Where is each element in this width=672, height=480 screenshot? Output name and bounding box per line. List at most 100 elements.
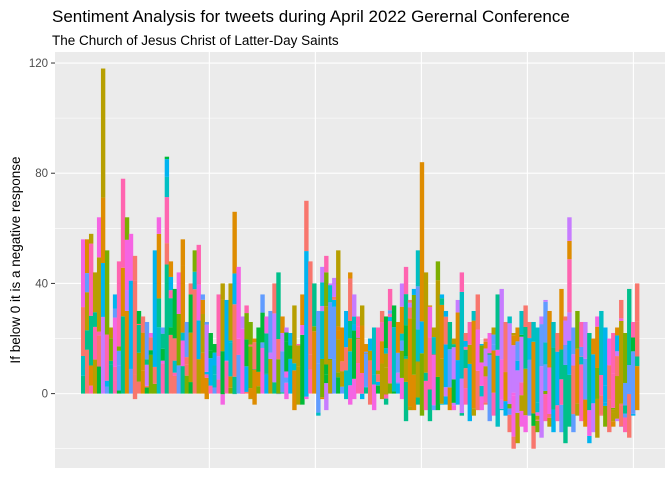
- bar-segment: [116, 350, 122, 366]
- bar-segment: [132, 255, 138, 281]
- bar-segment: [567, 240, 572, 260]
- bar: [575, 310, 580, 416]
- bar-segment: [419, 353, 425, 416]
- bar-segment: [336, 250, 341, 327]
- bar-segment: [579, 360, 584, 365]
- bar-segment: [547, 413, 552, 418]
- bar-segment: [379, 322, 385, 342]
- bar-segment: [483, 341, 488, 349]
- bar: [395, 321, 401, 394]
- bar: [471, 310, 476, 416]
- bar: [252, 338, 257, 405]
- bar-segment: [459, 272, 465, 292]
- bar-segment: [403, 266, 409, 295]
- bar-segment: [591, 403, 596, 433]
- bar-segment: [112, 294, 118, 309]
- bar-segment: [336, 326, 341, 331]
- bar-segment: [555, 351, 560, 406]
- bar-segment: [184, 357, 190, 365]
- bar-segment: [519, 334, 524, 337]
- bar-segment: [423, 372, 429, 381]
- bar-segment: [104, 380, 110, 387]
- bar-segment: [459, 378, 465, 414]
- bar-segment: [447, 387, 453, 411]
- y-tick-label: 120: [29, 58, 48, 70]
- bar-segment: [463, 368, 469, 389]
- bar-segment: [136, 352, 142, 382]
- bar: [300, 294, 305, 405]
- bar-segment: [284, 377, 289, 383]
- bar: [320, 266, 325, 400]
- bar-segment: [439, 358, 445, 404]
- bar-segment: [451, 405, 457, 411]
- bar: [284, 327, 289, 400]
- bar-segment: [507, 323, 512, 398]
- bar-segment: [100, 68, 106, 198]
- bar-segment: [332, 306, 337, 360]
- bar-segment: [116, 390, 122, 394]
- bar-segment: [615, 351, 620, 357]
- bar-segment: [352, 378, 357, 400]
- bar-segment: [92, 312, 98, 327]
- bar-segment: [200, 352, 205, 394]
- bar-segment: [479, 345, 484, 363]
- bar-segment: [619, 318, 624, 321]
- bar-segment: [136, 381, 142, 394]
- bar-segment: [479, 396, 484, 411]
- bar-segment: [260, 312, 265, 343]
- bar-segment: [547, 310, 552, 368]
- y-tick-label: 0: [42, 389, 48, 401]
- bar-segment: [571, 327, 576, 355]
- bar-segment: [88, 233, 94, 244]
- bar: [419, 162, 425, 416]
- bar-segment: [443, 344, 449, 388]
- bar-segment: [136, 324, 142, 353]
- bar-segment: [635, 356, 640, 367]
- bar-segment: [144, 385, 150, 388]
- bar-segment: [567, 312, 572, 341]
- bar-segment: [220, 299, 225, 352]
- bar-segment: [579, 356, 584, 361]
- bar-segment: [519, 310, 524, 335]
- bar-segment: [611, 407, 616, 410]
- bar-segment: [104, 250, 110, 335]
- bar-segment: [467, 321, 472, 345]
- bar: [140, 316, 146, 394]
- bar-segment: [431, 327, 437, 338]
- bar-segment: [591, 354, 596, 404]
- bar-segment: [627, 364, 632, 393]
- bar: [148, 333, 154, 394]
- bar-segment: [268, 352, 273, 359]
- bar: [535, 327, 540, 433]
- bar-segment: [635, 321, 640, 357]
- bar-segment: [236, 338, 241, 355]
- bar-segment: [216, 294, 221, 357]
- bar-segment: [100, 316, 106, 394]
- bar-segment: [575, 403, 580, 416]
- bar-segment: [595, 316, 600, 327]
- bar-segment: [567, 374, 572, 427]
- bar: [248, 321, 253, 400]
- bar-segment: [367, 360, 373, 405]
- bar-segment: [108, 338, 114, 361]
- bar-segment: [168, 290, 174, 299]
- bar-segment: [96, 217, 102, 258]
- bar-segment: [284, 371, 289, 378]
- bar-segment: [479, 385, 484, 397]
- bar-segment: [395, 321, 401, 353]
- bar: [196, 244, 201, 394]
- chart-subtitle: The Church of Jesus Christ of Latter-Day…: [52, 33, 339, 48]
- bar-segment: [212, 374, 217, 388]
- bar-segment: [324, 383, 329, 411]
- bar: [543, 299, 548, 422]
- bar: [120, 178, 126, 394]
- bar-segment: [268, 310, 273, 353]
- bar-segment: [387, 313, 393, 318]
- bar: [499, 288, 504, 411]
- bar-segment: [204, 321, 209, 325]
- bar-segment: [391, 391, 397, 394]
- bar-segment: [587, 435, 592, 444]
- bar-segment: [471, 408, 476, 416]
- bar-segment: [296, 344, 301, 346]
